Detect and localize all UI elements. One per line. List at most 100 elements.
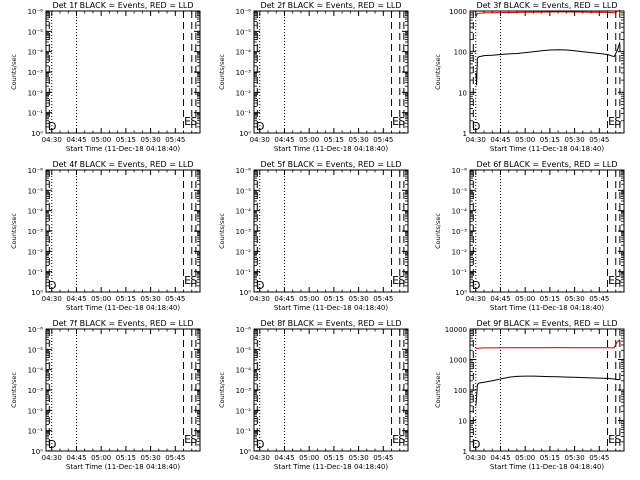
plot-title: Det 3f BLACK = Events, RED = LLD — [476, 1, 617, 10]
marker-d: D — [48, 120, 56, 133]
x-axis-label: Start Time (11-Dec-18 04:18:40) — [274, 463, 388, 471]
x-axis-label: Start Time (11-Dec-18 04:18:40) — [66, 463, 180, 471]
x-tick-label: 04:30 — [466, 136, 486, 144]
y-tick-label: 10⁻² — [28, 248, 44, 256]
y-tick-label: 10⁻⁶ — [236, 326, 252, 334]
y-tick-label: 10⁻⁵ — [236, 346, 252, 354]
series-line-events — [475, 375, 620, 406]
marker-s: S — [398, 274, 405, 287]
y-tick-label: 10⁻³ — [28, 69, 44, 77]
y-axis-label: Counts/sec — [218, 372, 226, 408]
y-tick-label: 10⁻⁶ — [452, 167, 468, 175]
x-tick-label: 05:45 — [165, 454, 185, 462]
y-tick-label: 10⁰ — [455, 289, 467, 297]
y-tick-label: 10⁻⁴ — [28, 49, 44, 57]
detector-plot-1: Det 1f BLACK = Events, RED = LLD 10⁰ 10⁻¹ 1… — [10, 1, 201, 153]
x-tick-label: 04:30 — [466, 454, 486, 462]
x-tick-label: 05:45 — [373, 295, 393, 303]
plot-title: Det 5f BLACK = Events, RED = LLD — [260, 160, 401, 169]
y-tick-label: 1000 — [449, 357, 467, 365]
y-tick-label: 10⁻³ — [28, 228, 44, 236]
y-tick-label: 10 — [458, 89, 467, 97]
y-tick-label: 10⁻² — [28, 407, 44, 415]
plot-frame — [253, 10, 409, 134]
detector-plot-7: Det 7f BLACK = Events, RED = LLD 10⁰ 10⁻¹ 1… — [10, 319, 201, 471]
x-axis-label: Start Time (11-Dec-18 04:18:40) — [490, 145, 604, 153]
x-axis-label: Start Time (11-Dec-18 04:18:40) — [490, 304, 604, 312]
x-tick-label: 05:00 — [91, 295, 111, 303]
marker-d: D — [256, 438, 264, 451]
x-tick-label: 05:30 — [140, 295, 160, 303]
plot-title: Det 1f BLACK = Events, RED = LLD — [52, 1, 193, 10]
plot-frame — [45, 10, 201, 134]
x-tick-label: 04:45 — [490, 454, 510, 462]
x-tick-label: 05:30 — [140, 136, 160, 144]
marker-d: D — [256, 279, 264, 292]
plot-title: Det 9f BLACK = Events, RED = LLD — [476, 319, 617, 328]
y-tick-label: 10⁻³ — [236, 69, 252, 77]
y-tick-label: 10⁻¹ — [452, 269, 468, 277]
y-tick-label: 10⁻¹ — [236, 110, 252, 118]
y-tick-label: 10⁰ — [31, 289, 43, 297]
y-tick-label: 10⁻² — [236, 407, 252, 415]
y-tick-label: 10⁻⁶ — [28, 167, 44, 175]
marker-s: S — [398, 433, 405, 446]
y-tick-label: 10⁻⁶ — [28, 8, 44, 16]
marker-e: E — [184, 274, 191, 287]
y-tick-label: 10⁻² — [452, 248, 468, 256]
marker-s: S — [190, 433, 197, 446]
x-tick-label: 04:30 — [42, 454, 62, 462]
x-axis-label: Start Time (11-Dec-18 04:18:40) — [66, 304, 180, 312]
y-tick-label: 10⁻¹ — [28, 428, 44, 436]
x-axis-label: Start Time (11-Dec-18 04:18:40) — [490, 463, 604, 471]
y-tick-label: 10⁻⁶ — [28, 326, 44, 334]
x-tick-label: 05:30 — [564, 136, 584, 144]
y-tick-label: 10⁰ — [239, 130, 251, 138]
series-line-events — [475, 42, 621, 86]
marker-e: E — [184, 433, 191, 446]
x-tick-label: 05:00 — [299, 454, 319, 462]
y-tick-label: 10 — [458, 418, 467, 426]
marker-d: D — [472, 279, 480, 292]
x-tick-label: 05:15 — [116, 295, 136, 303]
x-tick-label: 04:30 — [250, 295, 270, 303]
x-tick-label: 05:45 — [373, 454, 393, 462]
y-axis-label: Counts/sec — [434, 213, 442, 249]
y-tick-label: 10⁻¹ — [236, 269, 252, 277]
y-tick-label: 10⁻⁵ — [28, 28, 44, 36]
y-tick-label: 10⁰ — [239, 448, 251, 456]
marker-e: E — [392, 274, 399, 287]
y-tick-label: 10⁻⁶ — [236, 8, 252, 16]
detector-plot-6: Det 6f BLACK = Events, RED = LLD 10⁰ 10⁻¹ 1… — [434, 160, 625, 312]
y-tick-label: 1 — [463, 448, 467, 456]
y-tick-label: 10⁻² — [236, 89, 252, 97]
y-axis-label: Counts/sec — [10, 54, 18, 90]
y-tick-label: 10⁻³ — [236, 228, 252, 236]
marker-e: E — [608, 274, 615, 287]
y-axis-label: Counts/sec — [10, 372, 18, 408]
marker-s: S — [190, 115, 197, 128]
x-tick-label: 05:00 — [515, 136, 535, 144]
y-tick-label: 10⁻⁴ — [28, 367, 44, 375]
x-tick-label: 05:15 — [116, 454, 136, 462]
detector-plot-5: Det 5f BLACK = Events, RED = LLD 10⁰ 10⁻¹ 1… — [218, 160, 409, 312]
x-tick-label: 05:15 — [540, 295, 560, 303]
detector-plot-9: Det 9f BLACK = Events, RED = LLD 1 10 100 10… — [434, 319, 625, 471]
y-tick-label: 10⁰ — [239, 289, 251, 297]
detector-plot-8: Det 8f BLACK = Events, RED = LLD 10⁰ 10⁻¹ 1… — [218, 319, 409, 471]
x-tick-label: 05:00 — [91, 454, 111, 462]
x-tick-label: 05:15 — [324, 136, 344, 144]
y-tick-label: 10⁻⁴ — [236, 367, 252, 375]
y-tick-label: 10⁰ — [31, 448, 43, 456]
detector-plot-4: Det 4f BLACK = Events, RED = LLD 10⁰ 10⁻¹ 1… — [10, 160, 201, 312]
x-tick-label: 04:30 — [466, 295, 486, 303]
x-tick-label: 05:45 — [165, 295, 185, 303]
y-tick-label: 10⁰ — [31, 130, 43, 138]
y-tick-label: 10000 — [445, 326, 467, 334]
y-tick-label: 1000 — [449, 8, 467, 16]
marker-e: E — [184, 115, 191, 128]
series-line-lld — [475, 9, 621, 18]
x-tick-label: 05:15 — [540, 454, 560, 462]
y-tick-label: 10⁻² — [236, 248, 252, 256]
